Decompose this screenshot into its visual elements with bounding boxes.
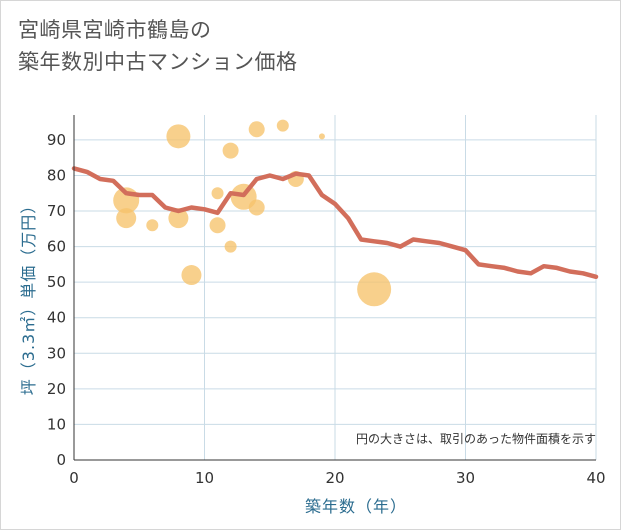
tick-labels: 0 10 20 30 40 50 60 70 80 90 0 10 20 30 40 (47, 131, 606, 487)
trend-line (71, 166, 599, 280)
chart-title-line-1: 宮崎県宮崎市鶴島の (18, 18, 212, 42)
y-tick-label-10: 10 (47, 415, 66, 433)
x-axis-label: 築年数（年） (305, 497, 407, 516)
x-tick-label-20: 20 (325, 469, 344, 487)
y-tick-label-90: 90 (47, 131, 66, 149)
y-tick-label-20: 20 (47, 380, 66, 398)
axes (73, 115, 596, 461)
x-tick-label-10: 10 (195, 469, 214, 487)
y-tick-label-80: 80 (47, 166, 66, 184)
y-axis-label: 坪（3.3㎡）単価（万円） (19, 197, 38, 395)
x-tick-label-30: 30 (456, 469, 475, 487)
bubble-point-11 (248, 121, 265, 138)
y-tick-label-70: 70 (47, 202, 66, 220)
bubble-point-2 (146, 219, 159, 232)
bubble-point-4 (168, 208, 189, 229)
bubble-point-16 (357, 272, 392, 307)
bubble-point-1 (116, 208, 137, 229)
bubble-point-6 (209, 217, 226, 234)
bubble-point-15 (318, 133, 325, 140)
chart-title: 宮崎県宮崎市鶴島の 築年数別中古マンション価格 (18, 14, 298, 78)
x-tick-label-40: 40 (586, 469, 605, 487)
bubble-series (113, 119, 392, 307)
bubble-point-9 (224, 240, 237, 253)
bubble-point-5 (181, 265, 202, 286)
bubble-point-8 (222, 142, 239, 159)
y-tick-label-60: 60 (47, 238, 66, 256)
y-tick-label-0: 0 (56, 451, 66, 469)
x-tick-label-0: 0 (69, 469, 79, 487)
bubble-point-7 (211, 187, 224, 200)
chart-title-line-2: 築年数別中古マンション価格 (18, 50, 298, 74)
y-tick-label-30: 30 (47, 344, 66, 362)
bubble-size-note: 円の大きさは、取引のあった物件面積を示す (356, 431, 596, 446)
trend-line-series (71, 166, 599, 280)
y-tick-label-40: 40 (47, 309, 66, 327)
bubble-point-12 (248, 199, 265, 216)
y-tick-label-50: 50 (47, 273, 66, 291)
bubble-point-3 (166, 124, 191, 149)
grid-lines (74, 115, 597, 460)
bubble-point-13 (276, 119, 289, 132)
